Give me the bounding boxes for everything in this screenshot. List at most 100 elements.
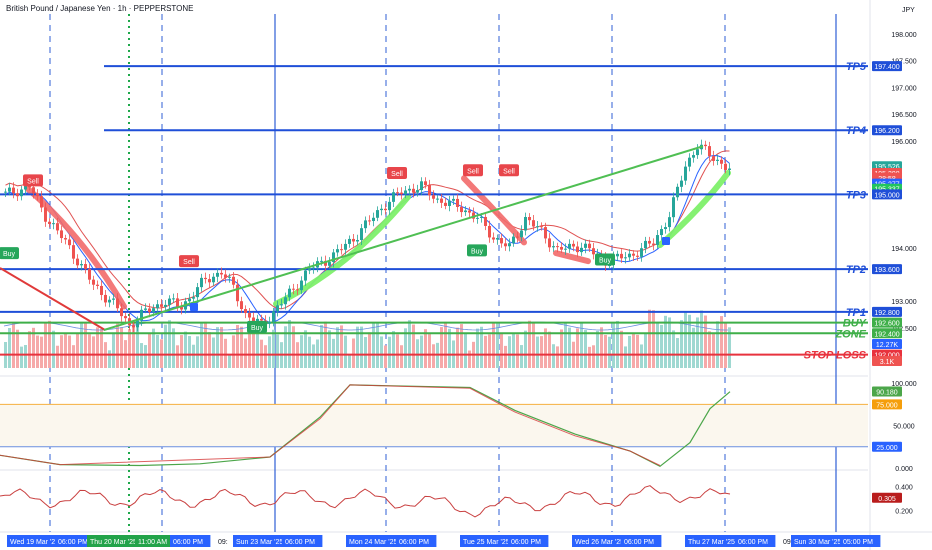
candle-body <box>564 248 567 250</box>
volume-bar <box>368 332 371 368</box>
indicator-panes <box>0 384 868 518</box>
volume-bar <box>184 331 187 368</box>
candle-body <box>536 226 539 228</box>
candle-body <box>480 216 483 218</box>
candle-body <box>728 168 731 170</box>
candle-body <box>36 193 39 197</box>
level-label: TP2 <box>846 264 866 276</box>
candle-body <box>432 195 435 199</box>
candle-body <box>108 299 111 303</box>
symbol-title[interactable]: British Pound / Japanese Yen · 1h · PEPP… <box>6 4 194 13</box>
candle-body <box>312 267 315 269</box>
candle-body <box>224 274 227 278</box>
time-label: 06:00 PM <box>624 539 654 546</box>
candle-body <box>420 181 423 191</box>
candle-body <box>448 200 451 206</box>
candle-body <box>540 226 543 228</box>
volume-bar <box>528 320 531 368</box>
buy-signal <box>247 320 267 333</box>
candle-body <box>212 276 215 283</box>
signal-text: Buy <box>3 251 16 258</box>
price-badge <box>872 125 902 136</box>
volume-bar <box>340 325 343 368</box>
signal-labels: Sell Buy Sell Buy Sell Sell Buy Sell Buy <box>0 164 670 333</box>
candle-body <box>160 304 163 307</box>
volume-bar <box>156 334 159 368</box>
candle-body <box>680 180 683 187</box>
candle-body <box>428 185 431 196</box>
volume-bar <box>432 344 435 368</box>
time-label: Sun 30 Mar '25 <box>794 539 841 546</box>
volume-bar <box>404 328 407 368</box>
candle-body <box>132 325 135 328</box>
level-label: ZONE <box>834 328 866 340</box>
volume-bar <box>132 322 135 368</box>
volume-bar <box>668 317 671 368</box>
candle-body <box>492 237 495 240</box>
candle-body <box>508 243 511 247</box>
price-tick: 196.000 <box>891 139 916 146</box>
volume-bar <box>504 345 507 368</box>
candle-body <box>524 216 527 231</box>
candle-body <box>288 288 291 298</box>
price-axis[interactable]: 198.000 197.500 197.000 196.500 196.000 194.0… <box>872 32 917 515</box>
volume-bar <box>512 332 515 368</box>
volume-bar <box>212 337 215 368</box>
volume-bar <box>352 338 355 368</box>
indicator-line <box>0 384 731 468</box>
volume-bar <box>28 331 31 368</box>
time-label: Tue 25 Mar '25 <box>463 539 510 546</box>
candle-body <box>572 243 575 247</box>
candle-body <box>120 308 123 317</box>
volume-bar <box>60 335 63 368</box>
volume-bar <box>412 324 415 368</box>
volume-bar <box>724 322 727 368</box>
candle-body <box>364 220 367 229</box>
candle-body <box>96 284 99 286</box>
volume-bar <box>616 320 619 368</box>
candle-body <box>504 243 507 247</box>
volume-bar <box>460 324 463 368</box>
volume-bar <box>204 321 207 368</box>
volume-bar <box>152 328 155 368</box>
candle-body <box>712 156 715 161</box>
price-badge-text: 195.000 <box>874 192 899 199</box>
time-label-bg <box>135 535 176 547</box>
volume-bar <box>620 330 623 368</box>
volume-bar <box>468 350 471 368</box>
volume-bar <box>536 336 539 368</box>
candle-body <box>344 243 347 250</box>
candle-body <box>496 238 499 240</box>
volume-bar <box>420 335 423 368</box>
signal-text: Sell <box>183 259 195 266</box>
volume-bar <box>552 344 555 368</box>
volume-bar <box>232 335 235 368</box>
volume-badge <box>872 356 902 366</box>
price-tick: 197.000 <box>891 85 916 92</box>
candle-body <box>308 268 311 271</box>
candle-body <box>260 318 263 321</box>
volume-bar <box>376 323 379 368</box>
oscillator-badge-text: 0.305 <box>878 496 896 503</box>
volume-bar <box>492 322 495 368</box>
volume-bar <box>568 327 571 368</box>
candle-body <box>512 236 515 244</box>
candle-body <box>300 280 303 291</box>
volume-bar <box>48 320 51 368</box>
candle-body <box>372 217 375 222</box>
time-label-bg <box>170 535 211 547</box>
volume-bar <box>704 315 707 368</box>
candle-body <box>228 276 231 278</box>
candle-body <box>244 309 247 314</box>
volume-bar <box>216 327 219 368</box>
volume-bar <box>24 344 27 368</box>
indicator-tick: 0.000 <box>895 466 913 473</box>
price-badge-text: 193.600 <box>874 267 899 274</box>
candle-body <box>532 220 535 227</box>
candle-body <box>544 227 547 239</box>
volume-bar <box>692 327 695 368</box>
candle-body <box>568 243 571 249</box>
